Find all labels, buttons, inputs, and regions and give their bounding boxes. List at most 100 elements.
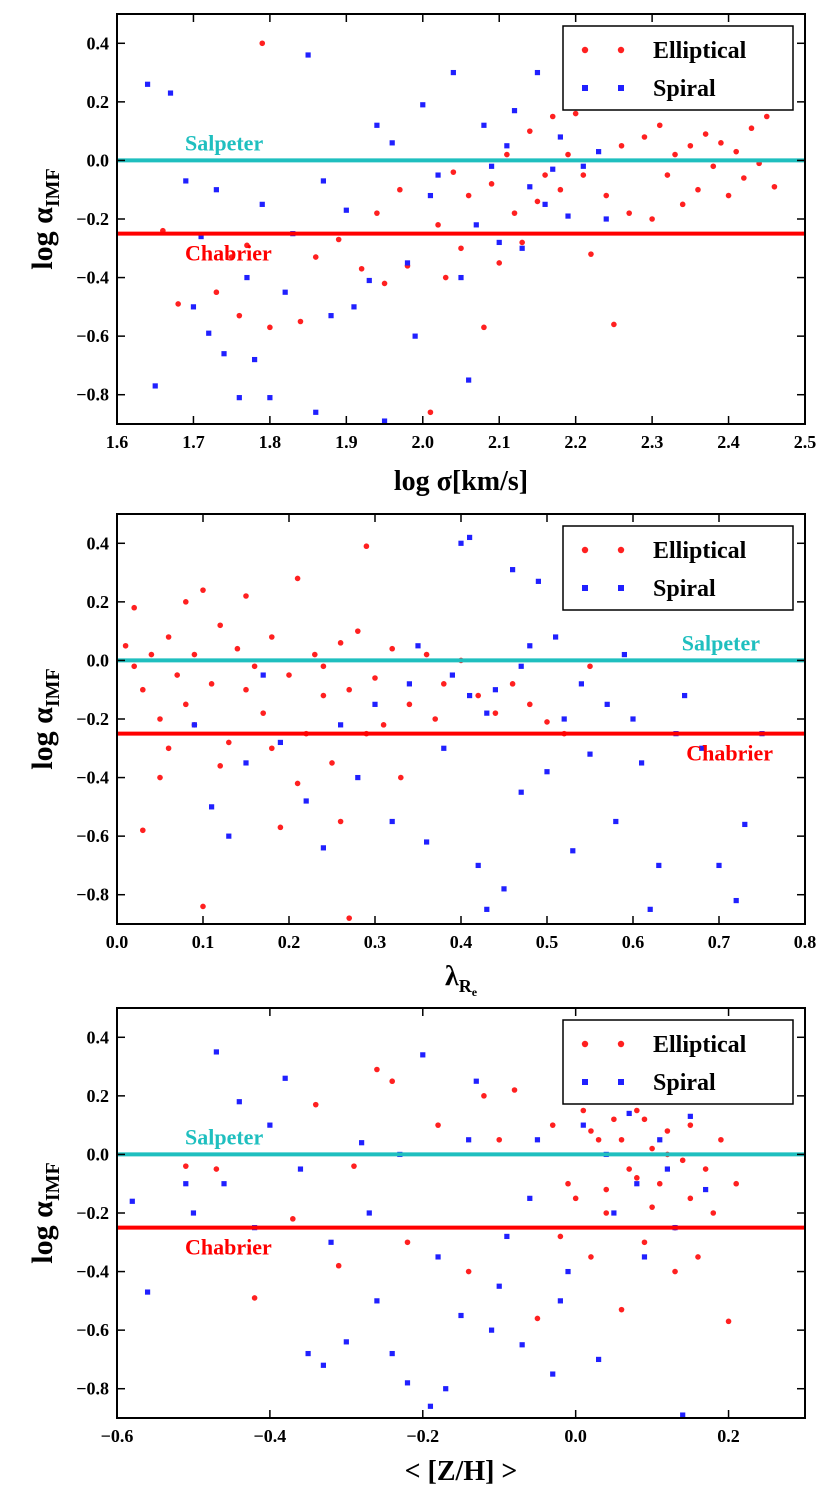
point-spiral [518, 789, 524, 795]
point-spiral [236, 395, 242, 401]
point-elliptical [251, 1295, 258, 1301]
point-elliptical [557, 186, 564, 193]
point-spiral [682, 692, 688, 699]
point-spiral [596, 149, 602, 155]
point-elliptical [251, 663, 258, 670]
point-spiral [389, 140, 395, 146]
point-elliptical [226, 739, 232, 746]
y-tick-label: −0.2 [76, 209, 109, 229]
point-spiral [527, 184, 533, 190]
point-elliptical [131, 604, 137, 611]
point-spiral [544, 769, 550, 775]
point-elliptical [718, 140, 724, 146]
legend-label-elliptical: Elliptical [653, 38, 747, 64]
point-spiral [277, 739, 283, 746]
point-elliptical [656, 122, 663, 129]
point-spiral [320, 845, 326, 851]
x-tick-label: 2.0 [412, 432, 435, 452]
point-spiral [527, 643, 533, 649]
chabrier-label: Chabrier [185, 241, 272, 266]
point-elliptical [183, 1163, 189, 1169]
point-elliptical [191, 651, 198, 658]
point-elliptical [725, 1318, 732, 1325]
point-elliptical [213, 289, 220, 296]
point-elliptical [346, 915, 353, 921]
point-spiral [703, 1186, 709, 1193]
point-elliptical [725, 192, 732, 199]
point-spiral [206, 330, 212, 336]
legend-label-elliptical: Elliptical [653, 538, 747, 564]
point-elliptical [441, 681, 447, 687]
point-spiral [580, 1122, 586, 1128]
point-spiral [313, 409, 319, 415]
point-elliptical [228, 254, 235, 260]
point-spiral [484, 906, 490, 912]
point-elliptical [312, 1101, 319, 1108]
point-spiral [561, 716, 567, 722]
point-spiral [389, 1350, 395, 1357]
point-elliptical [174, 672, 180, 678]
x-tick-label: 0.0 [106, 932, 129, 952]
point-spiral [621, 651, 627, 658]
point-elliptical [679, 201, 686, 208]
point-spiral [355, 774, 361, 781]
point-elliptical [672, 151, 678, 158]
point-elliptical [335, 236, 342, 243]
scatter-points [122, 534, 765, 921]
point-spiral [213, 1049, 219, 1055]
legend-marker-spiral [582, 585, 588, 591]
point-spiral [550, 166, 556, 172]
y-axis-label: log αIMF [26, 168, 64, 269]
point-elliptical [277, 824, 284, 831]
point-spiral [406, 681, 412, 687]
point-elliptical [527, 128, 533, 134]
point-elliptical [381, 280, 388, 287]
point-elliptical [687, 1195, 694, 1202]
x-tick-label: 0.7 [708, 932, 731, 952]
point-elliptical [580, 172, 587, 178]
point-spiral [198, 233, 204, 240]
point-elliptical [603, 1210, 610, 1216]
x-tick-label: −0.2 [406, 1426, 439, 1446]
point-spiral [226, 833, 232, 839]
point-spiral [259, 201, 265, 207]
point-elliptical [572, 1195, 579, 1202]
point-elliptical [702, 1166, 709, 1172]
y-tick-label: −0.6 [76, 326, 109, 346]
point-spiral [511, 108, 518, 114]
point-spiral [534, 69, 541, 76]
point-elliptical [672, 1268, 678, 1275]
point-elliptical [641, 1116, 648, 1123]
point-spiral [243, 760, 249, 766]
salpeter-label: Salpeter [185, 130, 263, 155]
point-elliptical [572, 110, 579, 117]
point-elliptical [641, 1239, 648, 1246]
point-elliptical [588, 251, 594, 257]
point-elliptical [509, 681, 516, 687]
point-spiral [435, 172, 441, 178]
y-tick-label: 0.0 [87, 150, 110, 170]
point-elliptical [565, 1180, 571, 1187]
point-elliptical [208, 681, 215, 687]
point-spiral [570, 848, 576, 854]
legend-marker-elliptical [617, 1040, 625, 1048]
point-spiral [458, 1312, 464, 1319]
point-spiral [427, 192, 434, 199]
point-elliptical [695, 1254, 701, 1260]
point-spiral [716, 862, 722, 869]
point-spiral [557, 134, 563, 140]
point-spiral [236, 1099, 242, 1105]
panel-metallicity: Salpeter Chabrier −0.6 −0.4 −0.2 0.0 0.2 −0.8 −0… [26, 1007, 806, 1487]
point-spiral [484, 710, 490, 716]
point-spiral [580, 163, 586, 169]
point-spiral [657, 1137, 663, 1143]
point-spiral [427, 1403, 434, 1409]
point-elliptical [432, 716, 439, 722]
point-spiral [553, 634, 559, 640]
point-spiral [297, 1166, 304, 1172]
point-elliptical [542, 172, 548, 178]
point-elliptical [549, 1122, 556, 1128]
y-tick-label: 0.4 [87, 533, 110, 553]
point-elliptical [733, 1180, 739, 1187]
